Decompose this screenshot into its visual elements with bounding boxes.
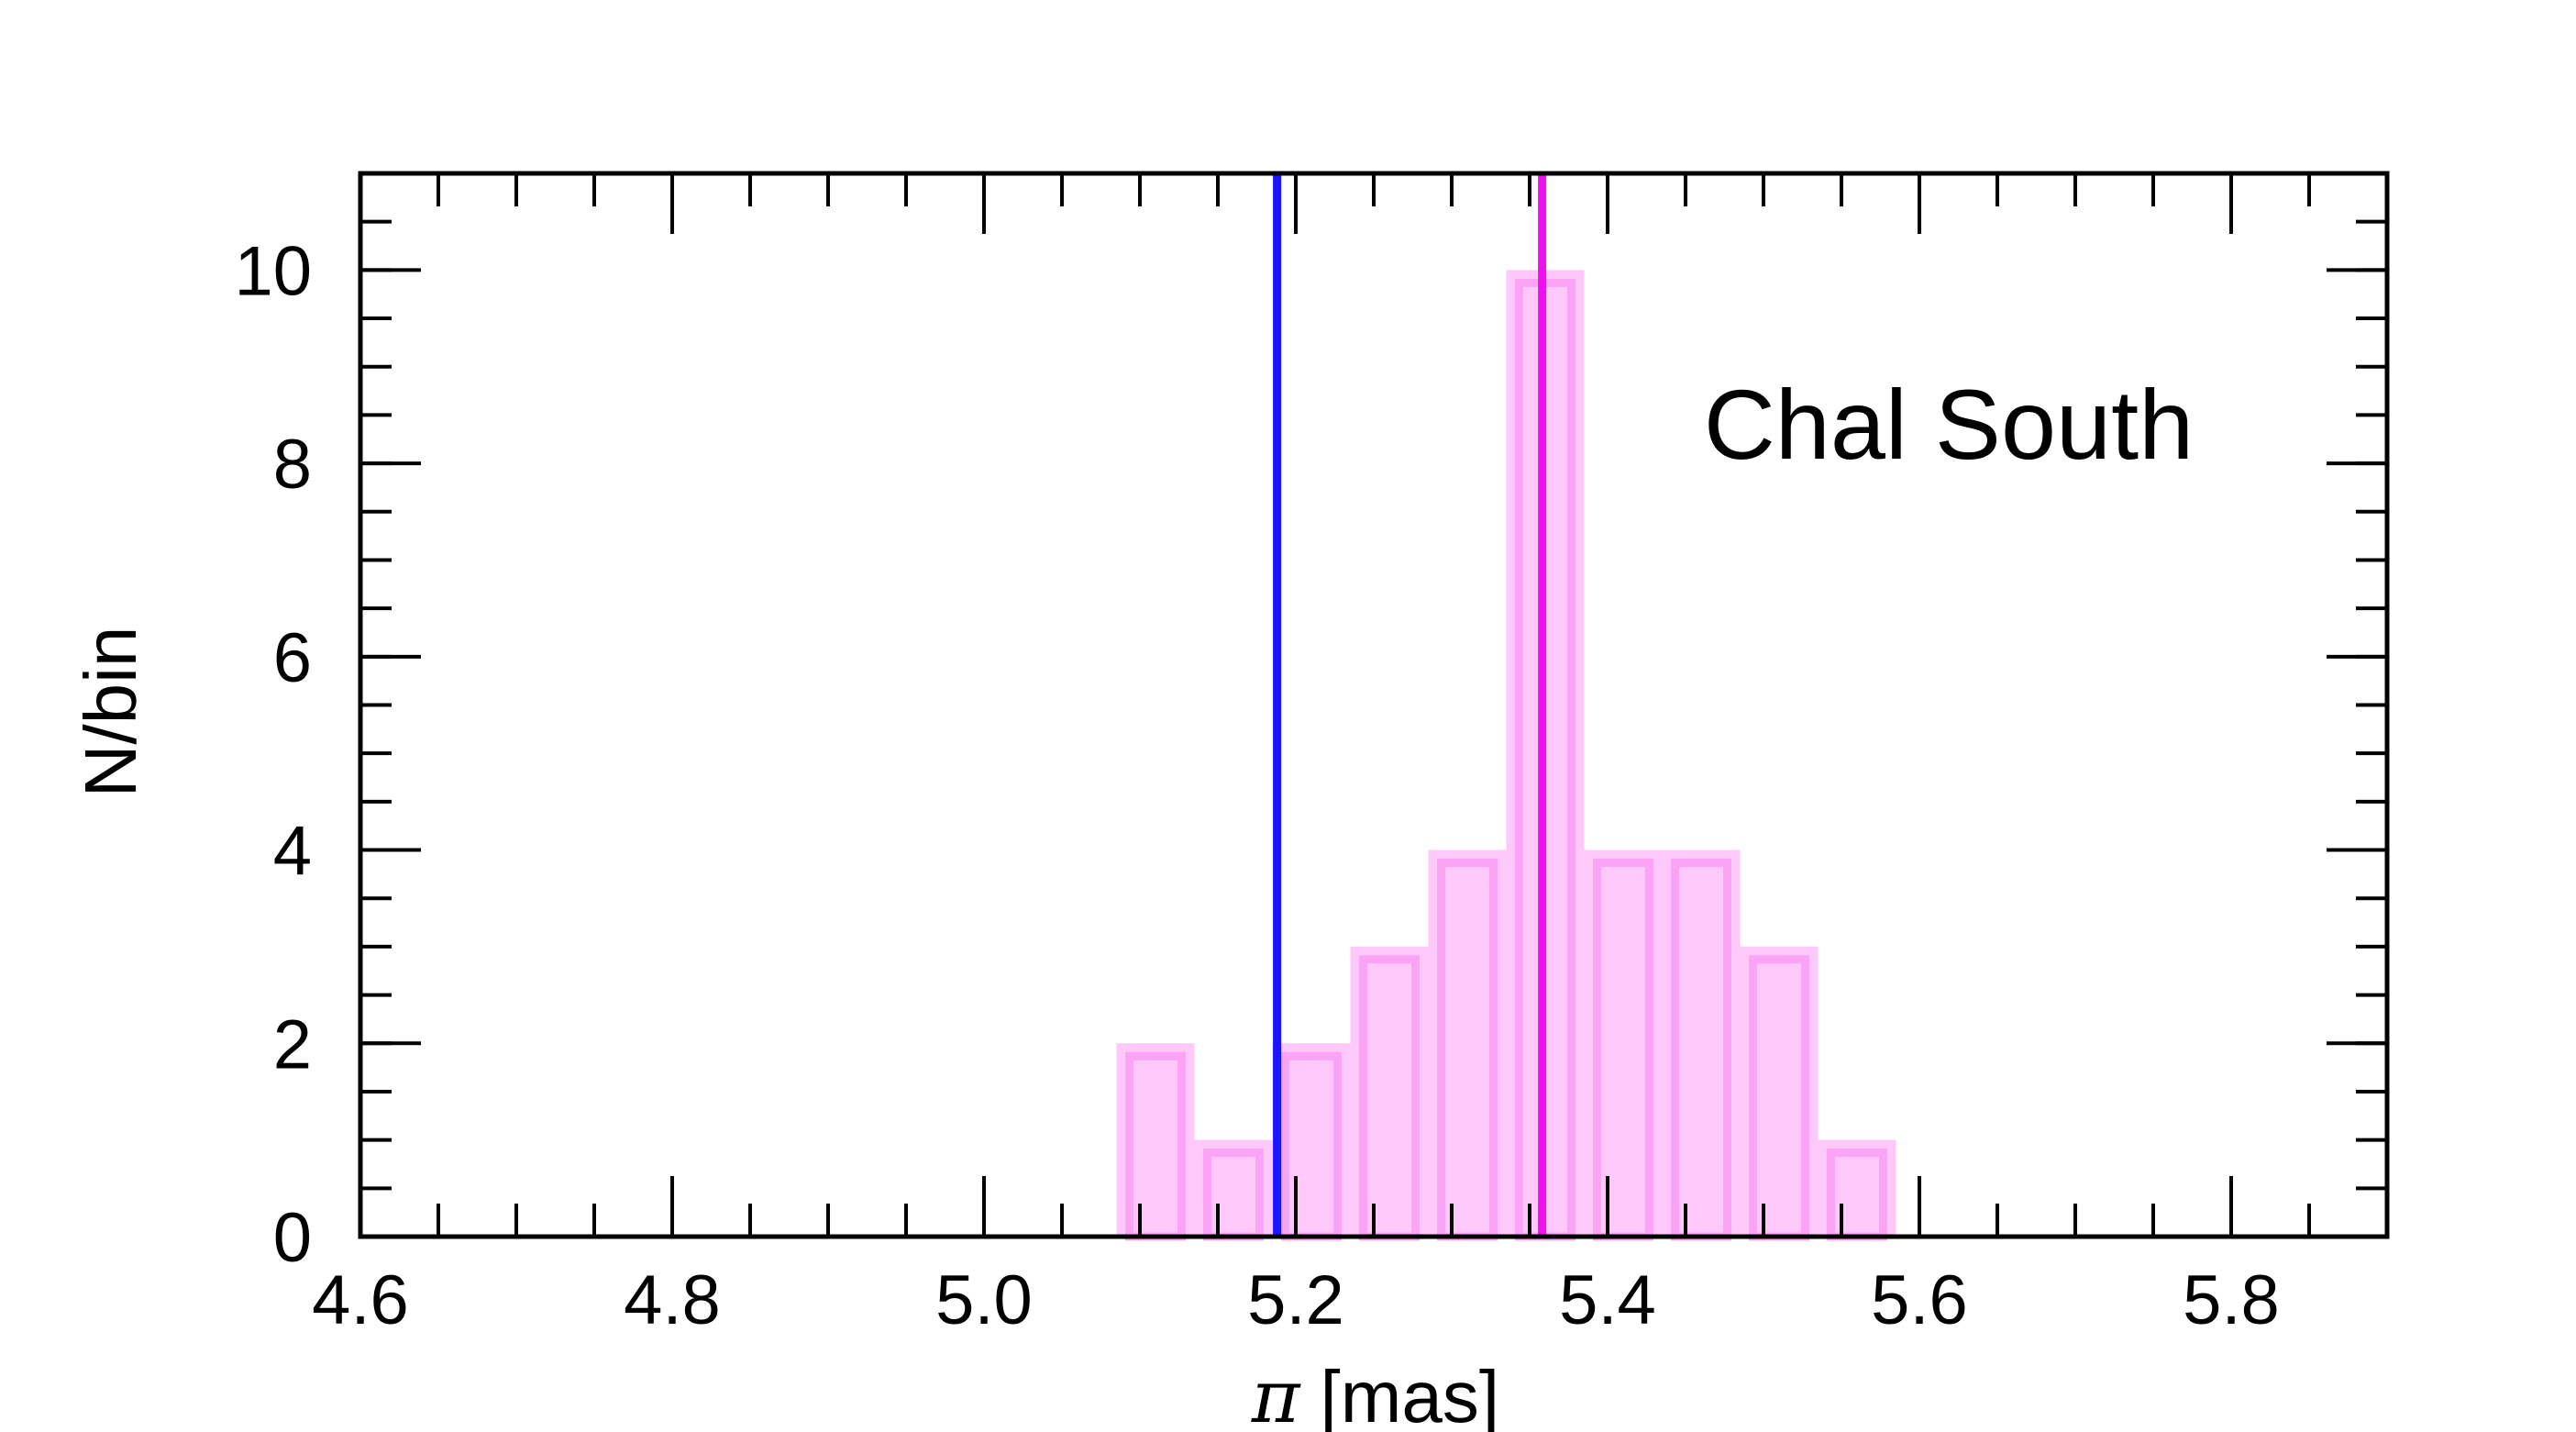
y-tick-label: 2 [273,1005,312,1083]
y-tick-labels: 0 2 4 6 8 10 [234,232,312,1277]
y-tick-label: 10 [234,232,312,310]
x-tick-label: 5.4 [1559,1261,1656,1339]
x-tick-label: 4.8 [624,1261,721,1339]
y-tick-label: 4 [273,813,312,891]
x-tick-label: 4.6 [312,1261,409,1339]
x-tick-labels: 4.6 4.8 5.0 5.2 5.4 5.6 5.8 [312,1261,2280,1339]
reference-lines [1273,173,1547,1237]
plot-frame [358,171,2390,1239]
y-tick-label: 6 [273,619,312,697]
y-tick-label: 0 [273,1199,312,1277]
x-tick-label: 5.8 [2183,1261,2280,1339]
x-tick-label: 5.2 [1247,1261,1344,1339]
x-tick-label: 5.6 [1871,1261,1968,1339]
x-axis-symbol: π [1251,1354,1301,1432]
x-axis-label: π [mas] [1251,1354,1499,1432]
y-axis-label: N/bin [70,627,151,798]
y-tick-label: 8 [273,426,312,504]
x-axis-unit: [mas] [1320,1356,1499,1432]
chart-annotation: Chal South [1704,369,2194,480]
x-tick-label: 5.0 [935,1261,1033,1339]
